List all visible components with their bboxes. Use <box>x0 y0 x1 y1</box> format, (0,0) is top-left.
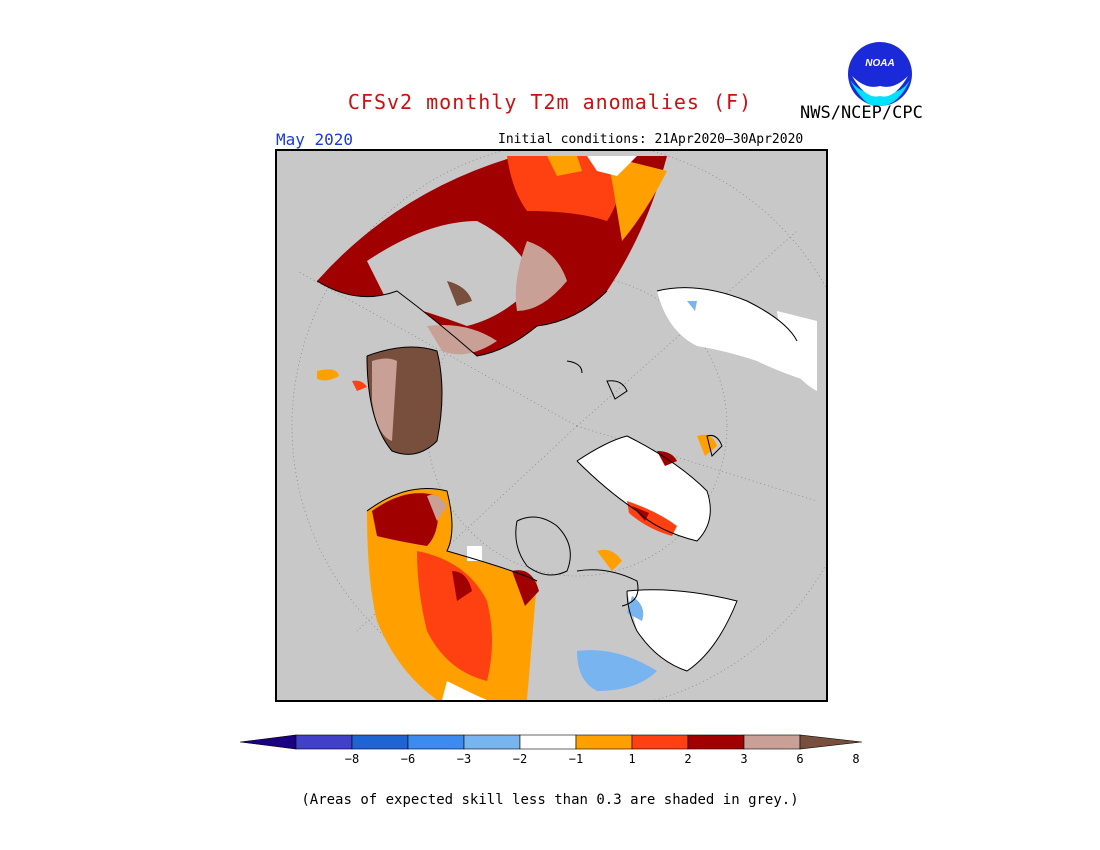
scandinavia-anomaly <box>657 287 817 456</box>
colorbar-swatch <box>519 734 577 750</box>
skill-footnote: (Areas of expected skill less than 0.3 a… <box>301 792 799 808</box>
east-asia-anomaly <box>317 347 442 455</box>
colorbar-tick-label: −3 <box>456 752 472 766</box>
colorbar-swatches <box>239 734 863 750</box>
colorbar-tick-label: −6 <box>400 752 416 766</box>
colorbar-swatch <box>463 734 521 750</box>
org-label: NWS/NCEP/CPC <box>800 103 923 123</box>
colorbar-tick-label: 1 <box>628 752 636 766</box>
coastlines <box>316 280 798 672</box>
colorbar-tick-label: 6 <box>796 752 804 766</box>
colorbar-swatch <box>351 734 409 750</box>
colorbar-swatch <box>799 734 863 750</box>
colorbar-swatch <box>295 734 353 750</box>
colorbar-swatch <box>407 734 465 750</box>
graticule <box>291 151 826 700</box>
map-title: CFSv2 monthly T2m anomalies (F) <box>347 90 753 114</box>
noaa-logo: NOAA <box>848 42 912 107</box>
colorbar-swatch <box>239 734 297 750</box>
colorbar-swatch <box>687 734 745 750</box>
polar-map <box>275 149 828 702</box>
colorbar-tick-label: 2 <box>684 752 692 766</box>
north-america-anomaly <box>367 488 539 700</box>
forecast-month: May 2020 <box>276 130 354 149</box>
colorbar-tick-label: −8 <box>344 752 360 766</box>
initial-conditions: Initial conditions: 21Apr2020–30Apr2020 <box>498 132 804 147</box>
colorbar <box>239 734 863 750</box>
logo-lettering: NOAA <box>865 58 894 69</box>
greenland-canada-anomaly <box>577 436 737 691</box>
colorbar-tick-label: −2 <box>512 752 528 766</box>
colorbar-tick-label: 3 <box>740 752 748 766</box>
colorbar-swatch <box>743 734 801 750</box>
colorbar-tick-label: 8 <box>852 752 860 766</box>
colorbar-swatch <box>575 734 633 750</box>
europe-russia-anomaly <box>317 156 667 356</box>
colorbar-swatch <box>631 734 689 750</box>
colorbar-tick-label: −1 <box>568 752 584 766</box>
